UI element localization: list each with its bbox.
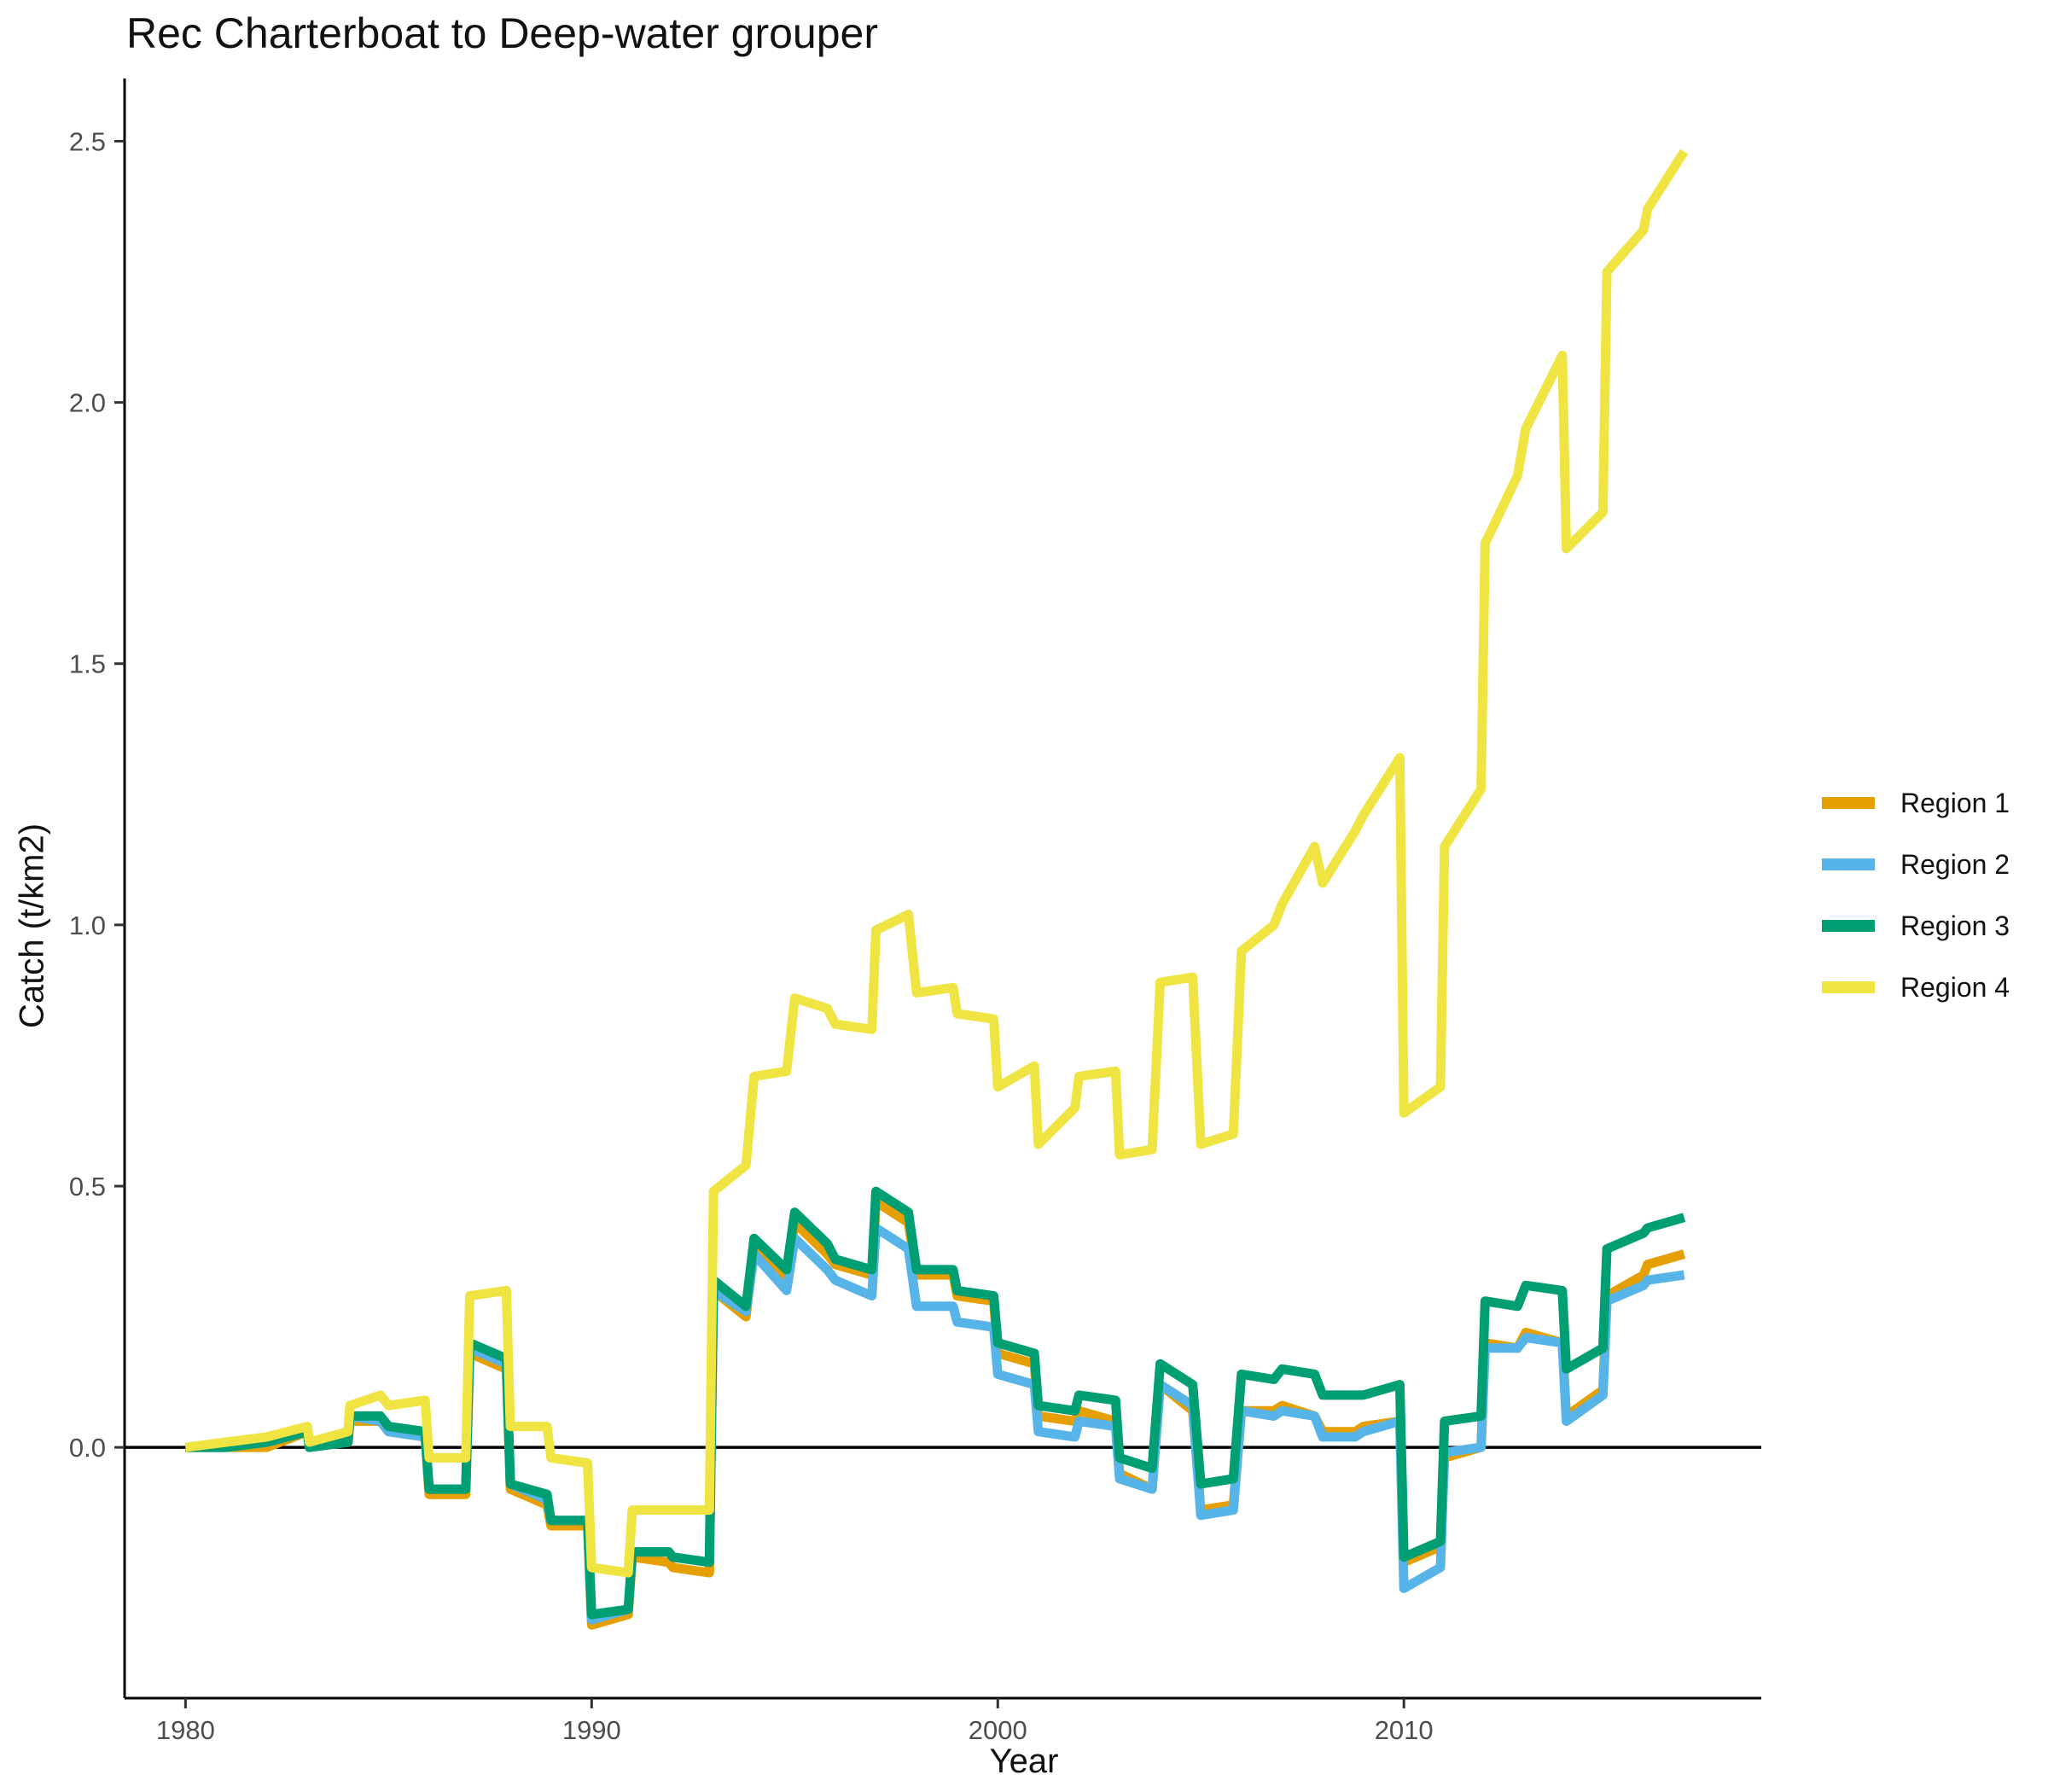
legend-key-swatch [1822,858,1875,870]
x-tick-label: 1990 [562,1715,621,1745]
y-tick-label: 0.5 [69,1172,106,1201]
x-axis-label: Year [989,1743,1059,1780]
legend-key-swatch [1822,981,1875,993]
x-tick-label: 2000 [969,1715,1027,1745]
y-tick-label: 2.5 [69,126,106,156]
y-tick-label: 2.0 [69,388,106,418]
series-line-region-4 [184,148,1689,1578]
legend-label: Region 1 [1900,787,2010,818]
x-tick-label: 2010 [1375,1715,1434,1745]
legend-label: Region 3 [1900,910,2010,941]
legend: Region 1 Region 2 Region 3 Region 4 [1822,772,2010,1018]
legend-item-region-3: Region 3 [1822,895,2010,957]
legend-label: Region 4 [1900,971,2010,1003]
legend-label: Region 2 [1900,848,2010,880]
legend-item-region-2: Region 2 [1822,834,2010,895]
y-tick-label: 1.5 [69,649,106,679]
legend-key-swatch [1822,797,1875,809]
legend-key-swatch [1822,920,1875,932]
y-tick-label: 1.0 [69,911,106,940]
legend-item-region-1: Region 1 [1822,772,2010,834]
chart-title: Rec Charterboat to Deep-water grouper [126,9,879,57]
series-line-region-2 [185,1223,1685,1625]
y-tick-label: 0.0 [69,1433,106,1463]
legend-item-region-4: Region 4 [1822,957,2010,1018]
x-tick-label: 1980 [156,1715,215,1745]
y-axis-label: Catch (t/km2) [13,823,51,1029]
